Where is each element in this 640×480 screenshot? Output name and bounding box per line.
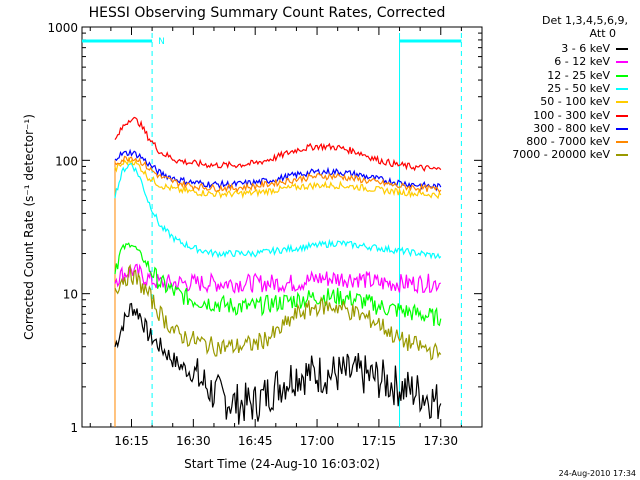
legend-label: 12 - 25 keV (547, 68, 610, 82)
y-tick-label: 100 (55, 154, 78, 168)
legend-swatch (616, 74, 628, 77)
x-tick-label: 16:30 (176, 434, 211, 448)
series-line-0 (114, 302, 442, 425)
legend-label: 6 - 12 keV (554, 55, 610, 69)
legend-label: 800 - 7000 keV (526, 135, 610, 149)
x-tick-label: 16:15 (114, 434, 149, 448)
plot-frame (81, 26, 483, 428)
legend-label: 7000 - 20000 keV (512, 148, 610, 162)
legend-header-line-2: Att 0 (589, 27, 616, 40)
y-tick-label: 1 (70, 421, 78, 435)
y-tick-label: 10 (63, 288, 78, 302)
series-line-7 (114, 155, 442, 194)
legend-item: 3 - 6 keV (561, 42, 628, 55)
y-axis: 1 10 100 1000 (47, 21, 482, 435)
series-line-4 (114, 156, 442, 200)
series-line-3 (114, 162, 442, 260)
series-line-5 (114, 116, 442, 173)
series-line-2 (114, 242, 442, 327)
footer-timestamp: 24-Aug-2010 17:34 (559, 469, 636, 478)
x-tick-label: 17:30 (423, 434, 458, 448)
legend-swatch (616, 101, 628, 104)
legend-item: 6 - 12 keV (554, 55, 628, 68)
legend-swatch (616, 61, 628, 64)
legend-swatch (616, 48, 628, 50)
y-axis-label: Corrected Count Rate (s⁻¹ detector⁻¹) (22, 114, 36, 340)
legend-label: 25 - 50 keV (547, 81, 610, 95)
legend-swatch (616, 87, 628, 90)
series-line-6 (114, 148, 442, 192)
legend-label: 50 - 100 keV (540, 95, 610, 109)
legend-item: 7000 - 20000 keV (512, 148, 628, 161)
night-markers: N (82, 33, 462, 427)
series-group (114, 116, 442, 425)
legend-swatch (616, 127, 628, 130)
x-tick-label: 17:00 (300, 434, 335, 448)
legend-swatch (616, 114, 628, 117)
legend-item: 100 - 300 keV (533, 109, 628, 122)
legend-swatch (616, 141, 628, 144)
series-line-8 (114, 263, 442, 361)
legend-label: 100 - 300 keV (533, 108, 610, 122)
attenuator-label: N (158, 37, 165, 47)
legend-item: 300 - 800 keV (533, 122, 628, 135)
legend-item: 12 - 25 keV (547, 69, 628, 82)
chart-title: HESSI Observing Summary Count Rates, Cor… (89, 5, 446, 21)
legend-header-line-1: Det 1,3,4,5,6,9, (541, 14, 628, 27)
legend: Det 1,3,4,5,6,9, Att 0 3 - 6 keV 6 - 12 k… (490, 12, 640, 162)
y-tick-label: 1000 (47, 21, 78, 35)
x-tick-label: 17:15 (362, 434, 397, 448)
legend-item: 50 - 100 keV (540, 95, 628, 108)
series-line-1 (114, 263, 442, 295)
legend-item: 800 - 7000 keV (526, 135, 628, 148)
x-axis: 16:15 16:30 16:45 17:00 17:15 17:30 (89, 27, 483, 448)
x-tick-label: 16:45 (238, 434, 273, 448)
legend-label: 3 - 6 keV (561, 42, 610, 55)
legend-swatch (616, 154, 628, 157)
x-axis-label: Start Time (24-Aug-10 16:03:02) (184, 457, 380, 471)
legend-label: 300 - 800 keV (533, 121, 610, 135)
legend-item: 25 - 50 keV (547, 82, 628, 95)
